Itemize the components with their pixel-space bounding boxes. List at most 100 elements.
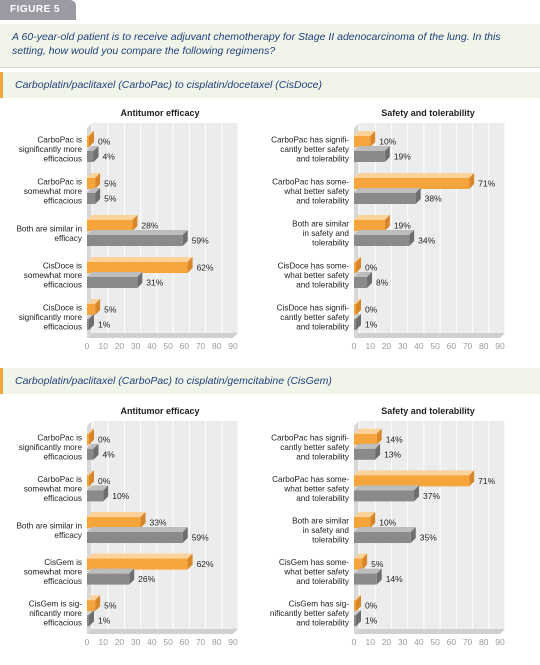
section-title-cisdoce: Carboplatin/paclitaxel (CarboPac) to cis… [0,72,540,98]
x-tick-label: 0 [85,341,90,351]
bar-side-face [103,485,109,502]
data-label: 14% [386,574,403,584]
bar [354,235,410,246]
bar [354,490,415,502]
bar-side-face [132,215,138,231]
data-label: 0% [365,305,378,315]
bar-top-face [87,146,99,151]
bar [87,304,96,315]
bar-side-face [93,443,99,460]
bar [354,220,385,231]
category-label: CarboPac has signifi-cantly better safet… [271,136,350,164]
data-label: 0% [98,137,111,147]
bar-top-face [87,470,94,476]
bar [87,277,138,288]
x-tick-label: 80 [212,637,222,647]
category-label: CarboPac is somewhat more efficacious [24,475,83,503]
bar [87,558,188,570]
bar-top-face [87,131,94,136]
data-label: 35% [420,533,437,543]
bar-top-face [354,485,420,491]
x-tick-label: 90 [495,341,505,351]
bar-side-face [376,568,382,585]
x-tick-label: 30 [131,637,141,647]
bar-top-face [354,527,416,532]
bar-top-face [87,568,135,574]
data-label: 31% [146,278,163,288]
category-label: CisDoce is significantly more efficacious [19,304,83,332]
plot-floor [87,629,238,634]
category-label: CisDoce is somewhat more efficacious [24,262,83,290]
x-tick-label: 60 [180,637,190,647]
data-label: 1% [98,616,111,626]
data-label: 5% [371,559,384,569]
data-label: 62% [197,263,214,273]
bar [87,615,89,627]
x-tick-label: 70 [196,341,206,351]
x-tick-label: 30 [398,637,408,647]
bar-side-face [89,314,94,330]
data-label: 34% [418,236,435,246]
bar-side-face [129,568,135,585]
bar [87,235,183,246]
x-tick-label: 70 [463,341,473,351]
data-label: 5% [104,194,117,204]
data-label: 14% [386,434,403,444]
category-label: CarboPac has some-what better safety and … [272,475,350,503]
bar-top-face [87,553,193,559]
bar-side-face [182,527,188,543]
category-label: CisGem has sig-nificantly better safety a… [270,600,350,628]
bar-side-face [95,173,101,189]
bar-side-face [95,595,101,612]
data-label: 0% [365,263,378,273]
plot-back-wall [359,421,505,629]
bar-top-face [87,299,101,304]
bar-side-face [89,428,94,445]
x-tick-label: 70 [196,637,206,647]
bar [354,517,371,528]
bar [354,600,356,612]
bar-side-face [370,512,376,528]
bar [354,319,356,330]
category-label: CarboPac is somewhat more efficacious [24,178,83,206]
bar-top-face [354,173,475,178]
data-label: 10% [112,491,129,501]
bar-top-face [87,257,193,262]
bar-top-face [354,512,376,517]
x-tick-label: 20 [382,637,392,647]
data-label: 19% [394,152,411,162]
bar-side-face [356,610,361,627]
bar-top-face [354,146,390,151]
bar [87,475,89,487]
bar-top-face [87,443,99,449]
category-label: CarboPac is significantly more efficacious [19,136,83,164]
bar-side-face [384,215,390,231]
bar-top-face [87,230,188,235]
bar [354,433,377,445]
x-tick-label: 10 [98,637,108,647]
bar-side-face [415,188,421,204]
bar-top-face [354,257,361,262]
category-label: CisGem is somewhat more efficacious [24,558,83,586]
bar-side-face [469,173,475,189]
bar-top-face [87,610,94,616]
data-label: 5% [104,305,117,315]
category-label: CisGem is sig-nificantly more efficacious [29,600,83,628]
data-label: 10% [379,518,396,528]
bar [87,319,89,330]
x-tick-label: 0 [352,341,357,351]
data-label: 1% [365,320,378,330]
bar-top-face [87,485,109,491]
data-label: 13% [384,449,401,459]
bar-side-face [95,188,101,204]
bar [87,573,130,585]
bar-top-face [354,230,415,235]
section-title-cisgem: Carboplatin/paclitaxel (CarboPac) to cis… [0,368,540,394]
x-tick-label: 80 [212,341,222,351]
bar-top-face [87,512,146,517]
bar [354,615,356,627]
bar-side-face [469,470,475,487]
bar [354,448,376,460]
data-label: 71% [478,476,495,486]
